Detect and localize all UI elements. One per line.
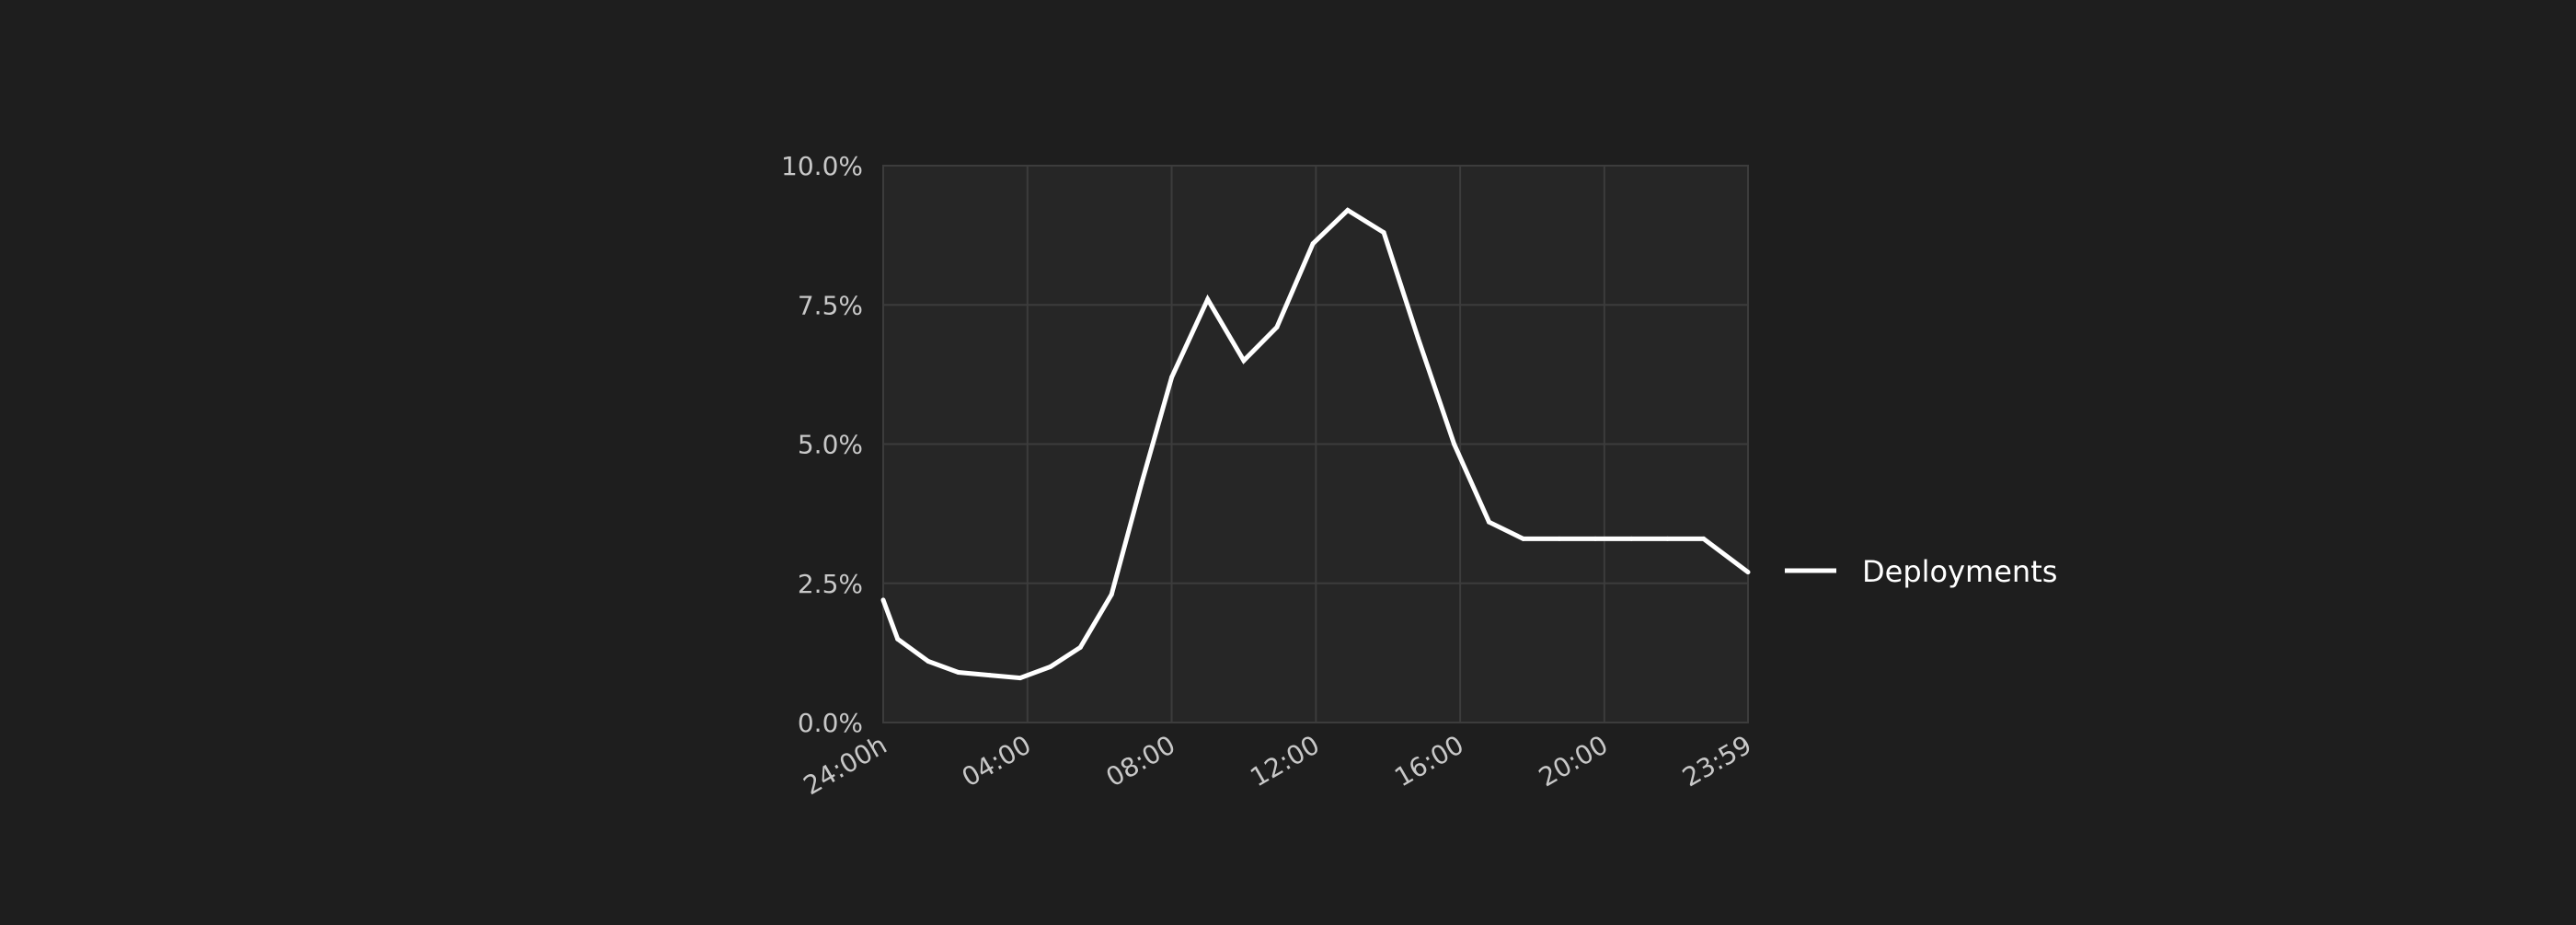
data-point [895,636,901,642]
data-point [1593,536,1598,541]
x-tick-label: 12:00 [1245,729,1324,792]
x-tick-label: 16:00 [1389,729,1468,792]
plot-frame [882,165,1749,723]
data-point [926,659,931,664]
x-tick-label: 23:59 [1677,729,1756,792]
data-point [1415,336,1420,341]
data-point [1345,207,1351,213]
data-point [1241,358,1247,364]
data-point [1169,375,1175,380]
legend: Deployments [1785,554,2057,589]
legend-label-deployments: Deployments [1862,554,2057,589]
x-axis: 24:00h 04:00 08:00 12:00 16:00 20:00 23:59 [799,729,1757,801]
y-tick-label: 2.5% [798,569,863,599]
data-point [1381,230,1386,236]
data-point [1628,536,1634,541]
x-tick-label: 08:00 [1101,729,1180,792]
data-point [1274,325,1280,330]
y-tick-label: 0.0% [798,708,863,738]
y-tick-label: 10.0% [781,151,863,181]
data-point [1310,241,1316,247]
data-point [956,670,961,675]
plot-border [882,165,1749,723]
grid-lines [882,165,1749,723]
data-point [1077,644,1083,650]
data-point [1139,480,1144,486]
data-point [1521,536,1526,541]
data-point [1701,536,1707,541]
y-tick-label: 7.5% [798,290,863,320]
data-point [1557,536,1562,541]
x-tick-label: 20:00 [1534,729,1613,792]
series-layer [880,207,1751,681]
data-point [1745,570,1751,575]
data-point [1018,676,1023,681]
data-point [1452,442,1457,446]
data-point [1665,536,1670,541]
data-point [1048,665,1053,669]
y-axis: 0.0% 2.5% 5.0% 7.5% 10.0% [781,151,863,738]
x-tick-label: 24:00h [799,729,892,801]
data-point [1109,592,1114,597]
data-point [880,597,886,603]
x-tick-label: 04:00 [957,729,1036,792]
data-point [1487,519,1491,525]
data-point [987,673,993,678]
data-point [1205,296,1211,302]
y-tick-label: 5.0% [798,430,863,460]
